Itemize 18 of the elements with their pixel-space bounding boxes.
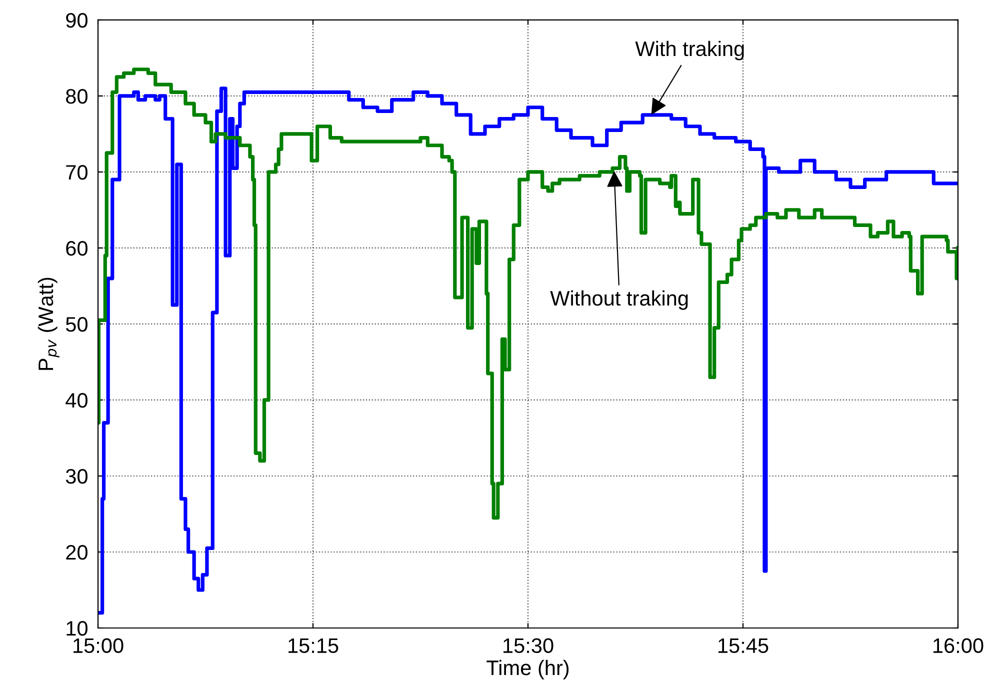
x-axis-title: Time (hr): [486, 660, 569, 680]
x-tick-label: 15:00: [74, 638, 124, 654]
y-tick-label: 60: [66, 240, 88, 256]
y-axis-title: P$_{pv}$ (Watt): [38, 278, 60, 370]
y-tick-label: 50: [66, 316, 88, 332]
y-tick-label: 10: [66, 621, 88, 636]
y-tick-label: 90: [66, 12, 88, 28]
y-tick-label: 20: [66, 545, 88, 560]
y-tick-label: 40: [66, 392, 88, 408]
x-tick-label: 15:30: [504, 638, 554, 654]
y-tick-label: 80: [66, 88, 88, 104]
annotation: With traking: [635, 40, 744, 60]
y-tick-label: 30: [66, 468, 88, 484]
x-tick-label: 15:45: [718, 638, 768, 654]
x-tick-label: 16:00: [934, 638, 984, 654]
x-tick-label: 15:15: [288, 638, 338, 654]
annotation: Without traking: [550, 290, 688, 310]
y-tick-label: 70: [66, 164, 88, 180]
